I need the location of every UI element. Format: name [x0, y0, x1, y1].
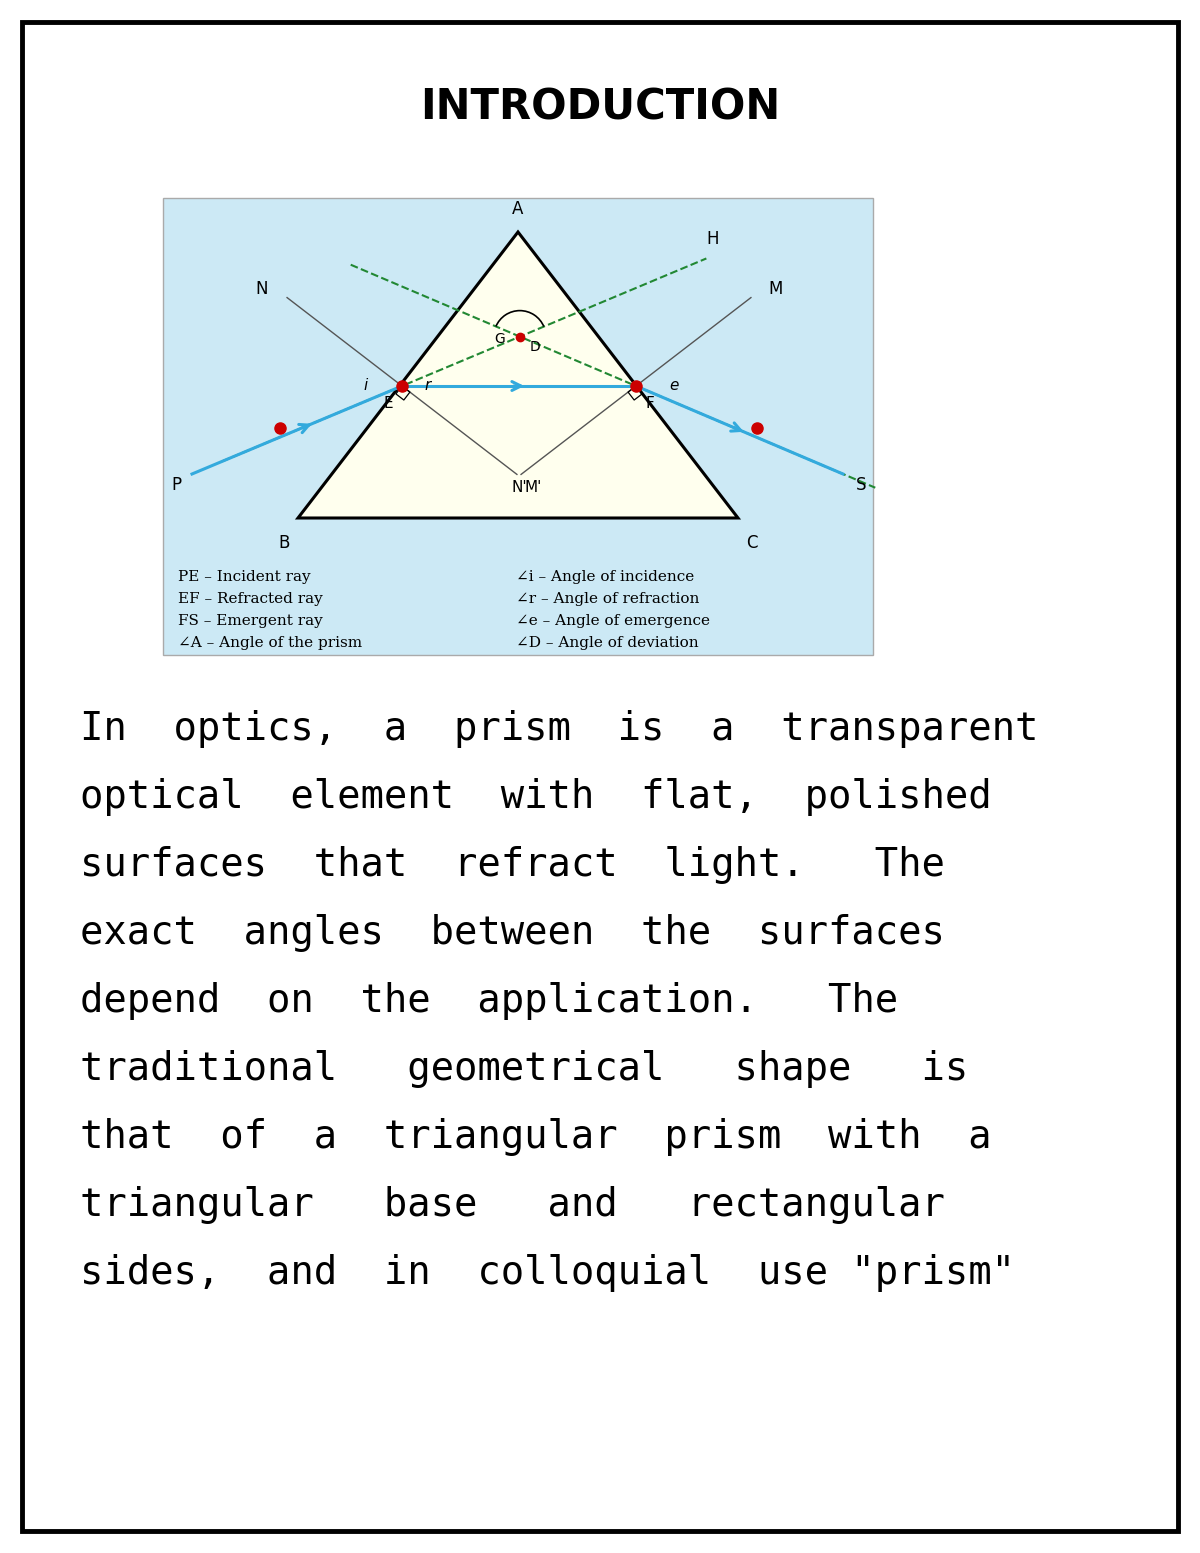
Text: i: i: [364, 377, 368, 393]
Text: A: A: [512, 200, 523, 217]
Polygon shape: [298, 231, 738, 519]
Text: S: S: [856, 477, 866, 494]
Text: P: P: [170, 477, 181, 494]
Text: optical  element  with  flat,  polished: optical element with flat, polished: [80, 778, 991, 815]
Text: INTRODUCTION: INTRODUCTION: [420, 87, 780, 129]
Text: M': M': [524, 480, 541, 495]
Text: r: r: [425, 377, 431, 393]
Text: M: M: [769, 280, 784, 298]
Text: ∠A – Angle of the prism: ∠A – Angle of the prism: [178, 637, 362, 651]
Text: ∠i – Angle of incidence: ∠i – Angle of incidence: [516, 570, 695, 584]
Text: triangular   base   and   rectangular: triangular base and rectangular: [80, 1186, 944, 1224]
Text: that  of  a  triangular  prism  with  a: that of a triangular prism with a: [80, 1118, 991, 1155]
Text: H: H: [706, 230, 719, 248]
Text: G: G: [494, 332, 505, 346]
Text: depend  on  the  application.   The: depend on the application. The: [80, 981, 898, 1020]
Text: EF – Refracted ray: EF – Refracted ray: [178, 592, 323, 606]
Text: ∠D – Angle of deviation: ∠D – Angle of deviation: [516, 637, 698, 651]
Text: F: F: [646, 396, 654, 412]
Text: E: E: [383, 396, 392, 412]
Text: D: D: [530, 340, 540, 354]
Text: ∠e – Angle of emergence: ∠e – Angle of emergence: [516, 613, 710, 627]
Text: exact  angles  between  the  surfaces: exact angles between the surfaces: [80, 915, 944, 952]
Text: B: B: [278, 534, 289, 551]
Text: sides,  and  in  colloquial  use "prism": sides, and in colloquial use "prism": [80, 1253, 1015, 1292]
Text: surfaces  that  refract  light.   The: surfaces that refract light. The: [80, 846, 944, 884]
Bar: [163, 197, 874, 655]
Text: In  optics,  a  prism  is  a  transparent: In optics, a prism is a transparent: [80, 710, 1038, 749]
Text: FS – Emergent ray: FS – Emergent ray: [178, 613, 323, 627]
Text: e: e: [670, 377, 679, 393]
Text: PE – Incident ray: PE – Incident ray: [178, 570, 311, 584]
Text: N: N: [256, 280, 269, 298]
Text: ∠r – Angle of refraction: ∠r – Angle of refraction: [516, 592, 700, 606]
Text: C: C: [746, 534, 757, 551]
Text: N': N': [511, 480, 527, 495]
Text: traditional   geometrical   shape   is: traditional geometrical shape is: [80, 1050, 968, 1089]
